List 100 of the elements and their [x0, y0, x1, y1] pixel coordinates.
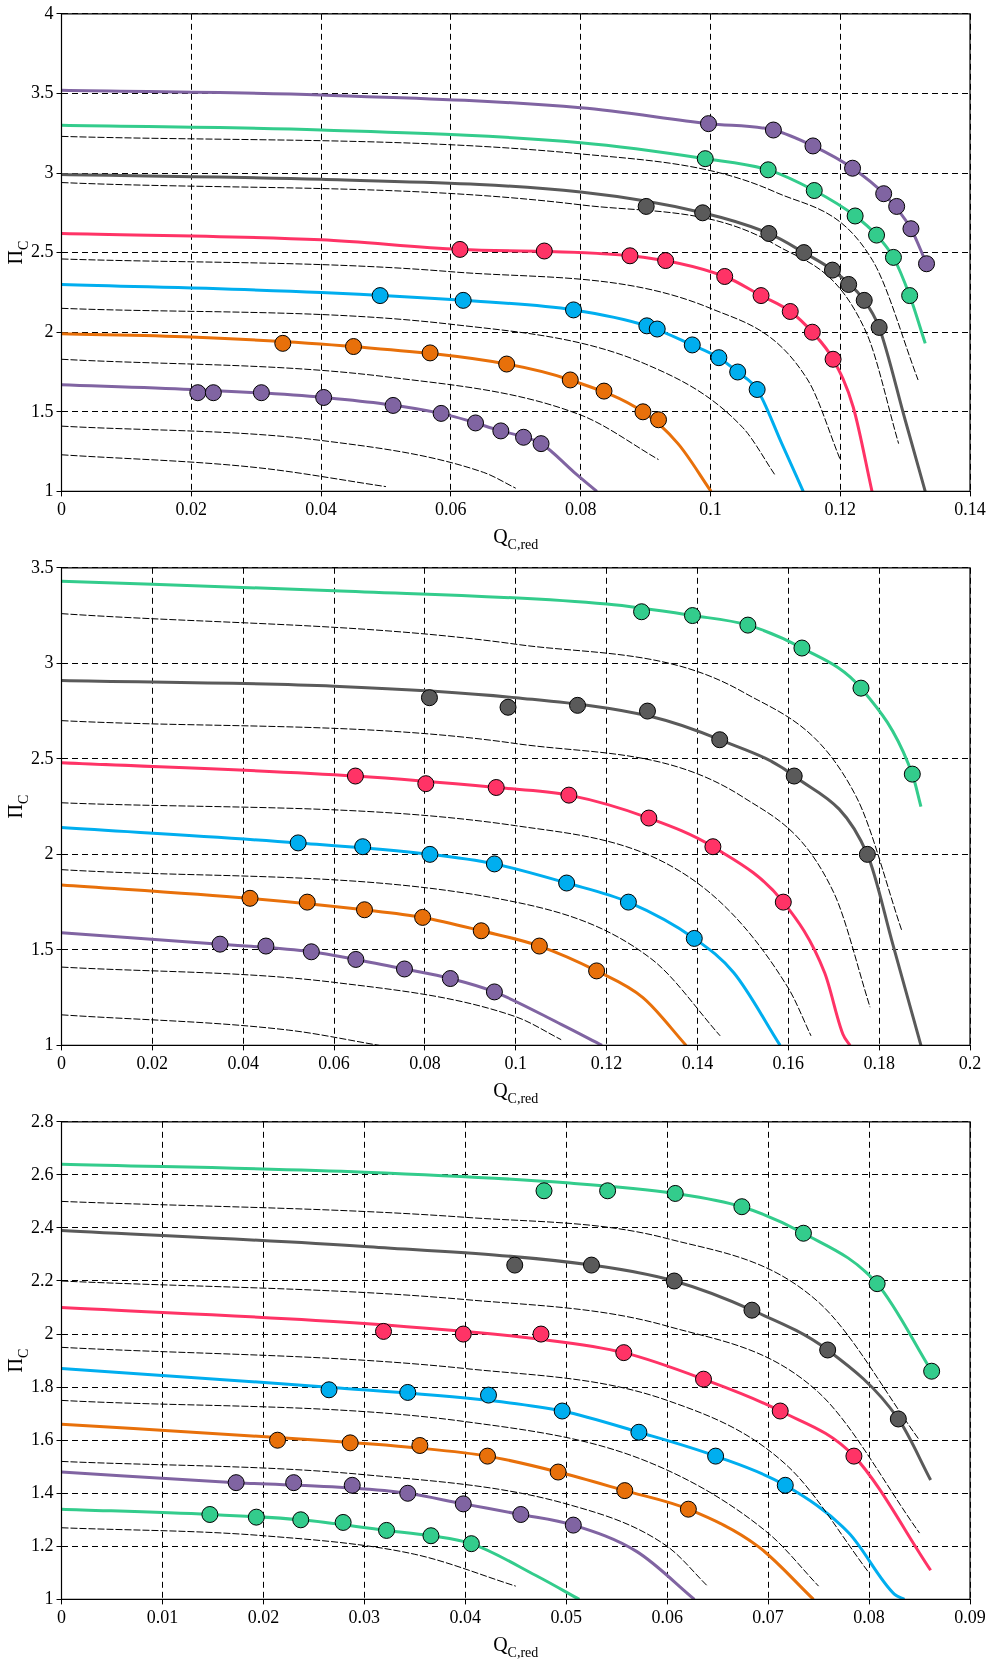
x-tick-label: 0 [57, 1606, 66, 1627]
x-tick-label: 0.14 [681, 1052, 714, 1073]
point [462, 1535, 480, 1553]
point [375, 1322, 393, 1340]
point [371, 287, 389, 305]
point [595, 382, 613, 400]
point [793, 639, 811, 657]
point [355, 901, 373, 919]
y-axis-title: ΠC [4, 794, 31, 819]
point [320, 1381, 338, 1399]
point [760, 225, 778, 242]
point [795, 244, 813, 262]
point [903, 765, 921, 783]
point [804, 137, 822, 155]
y-tick-label: 2 [44, 843, 54, 864]
point [666, 1184, 684, 1202]
point [923, 1362, 941, 1380]
line-series [61, 282, 805, 492]
x-tick-label: 0.08 [853, 1606, 885, 1627]
point [630, 1423, 648, 1441]
point [565, 301, 583, 319]
point [637, 197, 655, 215]
point [616, 1482, 634, 1500]
point [480, 1386, 497, 1404]
line-series [61, 232, 874, 492]
x-tick-label: 0.1 [699, 498, 722, 519]
y-tick-label: 1.4 [31, 1482, 54, 1502]
line-series [61, 579, 923, 809]
point [704, 838, 722, 856]
line-series [61, 826, 782, 1046]
point [211, 935, 229, 953]
point [823, 261, 841, 279]
point [633, 603, 651, 621]
point [315, 388, 333, 406]
point [846, 207, 864, 225]
y-tick-label: 1.6 [31, 1428, 54, 1449]
line-series [61, 1470, 696, 1600]
x-tick-label: 0.09 [954, 1606, 986, 1627]
x-tick-label: 0.05 [550, 1606, 582, 1627]
point [634, 403, 652, 421]
point [432, 404, 450, 422]
point [884, 248, 902, 266]
x-tick-label: 0.2 [958, 1052, 982, 1073]
point [549, 1463, 567, 1481]
point [776, 1476, 794, 1494]
point [868, 226, 886, 244]
point [748, 381, 766, 399]
point [599, 1182, 617, 1200]
line-series [61, 679, 923, 1046]
point [679, 1500, 697, 1518]
point [710, 349, 728, 367]
x-tick-label: 0.07 [752, 1606, 784, 1627]
point [441, 970, 459, 988]
point [345, 338, 363, 356]
point [467, 414, 485, 432]
point [902, 220, 920, 238]
point [657, 252, 675, 270]
point [803, 323, 821, 341]
point [870, 318, 888, 336]
point [485, 983, 503, 1001]
line-series [61, 1367, 906, 1600]
point [512, 1505, 530, 1523]
point [716, 267, 734, 285]
x-tick-label: 0 [57, 498, 66, 519]
point [341, 1434, 359, 1452]
point [665, 1272, 683, 1290]
point [384, 396, 402, 414]
point [499, 698, 517, 716]
point [472, 922, 490, 940]
y-tick-label: 1 [44, 1034, 54, 1055]
point [269, 1431, 287, 1449]
point [421, 845, 439, 863]
x-tick-label: 0.04 [305, 498, 337, 519]
point [532, 1325, 550, 1343]
point [619, 893, 637, 911]
point [739, 616, 757, 634]
point [395, 960, 413, 978]
point [558, 874, 576, 892]
point [347, 950, 365, 968]
line-series [61, 332, 713, 492]
x-tick-label: 0.1 [504, 1052, 527, 1073]
y-tick-label: 1.5 [31, 400, 54, 421]
point [498, 355, 516, 373]
point [506, 1256, 524, 1274]
x-tick-label: 0.03 [348, 1606, 381, 1627]
point [858, 845, 876, 863]
point [771, 1402, 789, 1420]
point [515, 428, 533, 446]
line-series [61, 931, 604, 1046]
point [343, 1476, 361, 1494]
point [257, 937, 275, 955]
y-tick-label: 1 [44, 1588, 54, 1609]
y-tick-label: 2.2 [31, 1269, 54, 1290]
point [621, 247, 639, 265]
y-tick-label: 1.8 [31, 1375, 54, 1396]
point [421, 344, 439, 362]
point [711, 731, 729, 749]
line-series [61, 1507, 581, 1600]
y-tick-label: 1.2 [31, 1535, 54, 1556]
y-tick-label: 2.8 [31, 1110, 54, 1131]
